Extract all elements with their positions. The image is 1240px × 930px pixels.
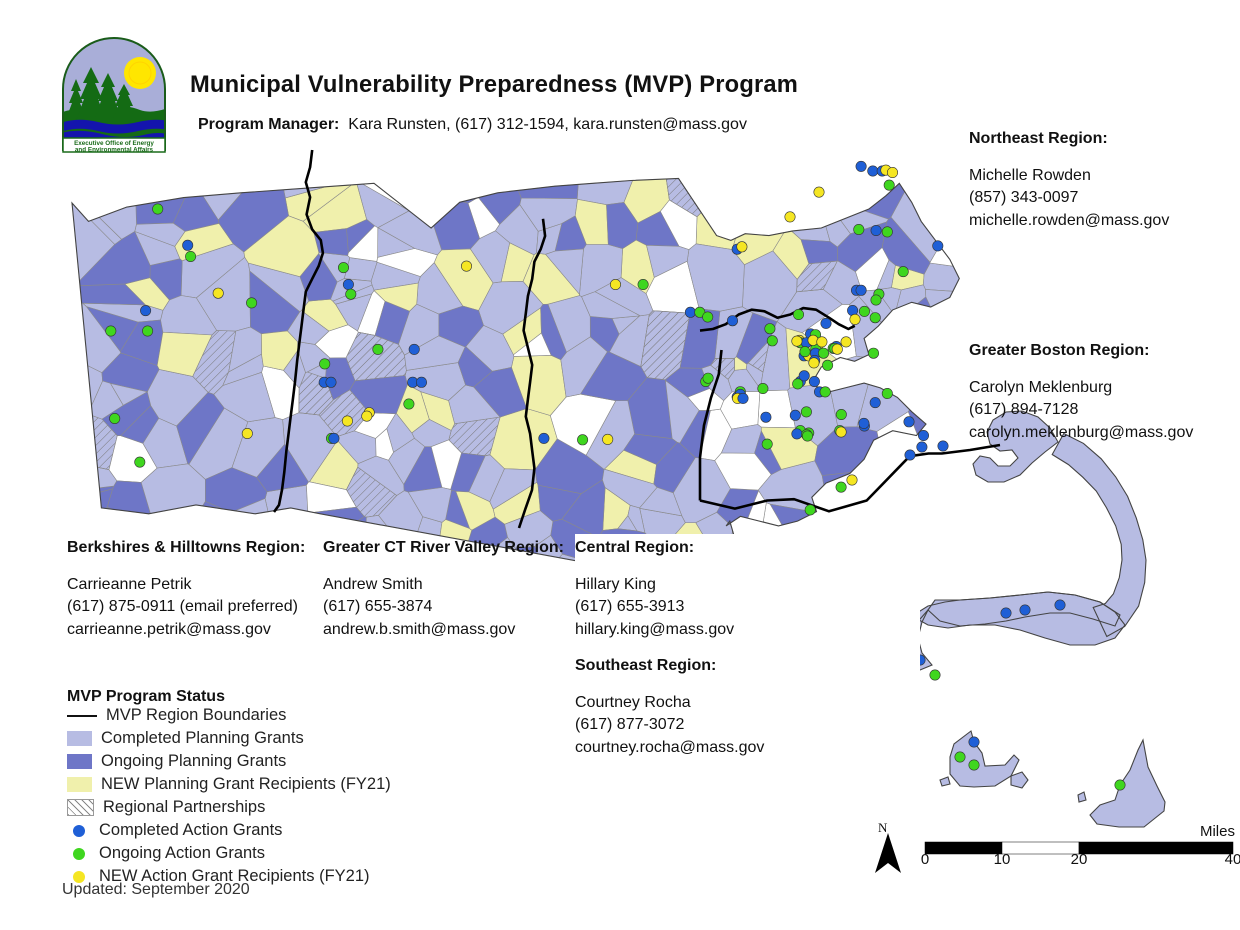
svg-text:0: 0: [921, 851, 929, 868]
svg-text:Miles: Miles: [1200, 823, 1235, 840]
svg-text:20: 20: [1071, 851, 1088, 868]
svg-text:10: 10: [994, 851, 1011, 868]
svg-text:40: 40: [1225, 851, 1240, 868]
